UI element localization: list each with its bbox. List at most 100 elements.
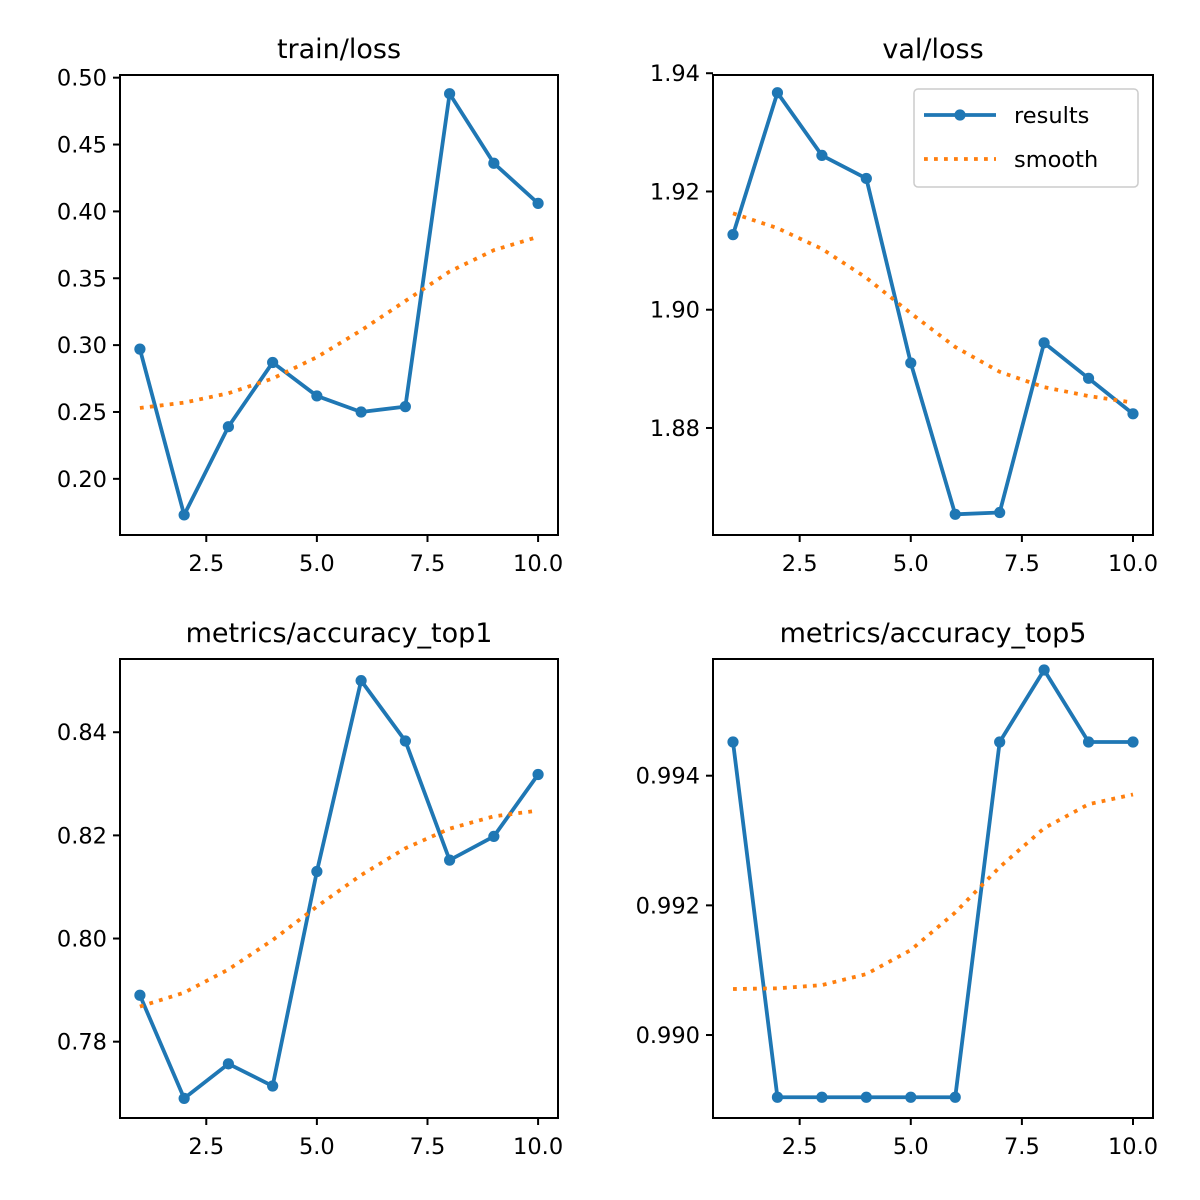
subplot-val-loss: val/loss 2.5 5.0 7.5 10.0 1.88 1.90 1.92 1.94 re… — [650, 34, 1158, 577]
y-tick-label: 1.92 — [650, 179, 700, 205]
subplot-title: metrics/accuracy_top5 — [780, 618, 1087, 649]
x-tick-label: 10.0 — [513, 551, 563, 577]
data-point — [905, 357, 917, 369]
data-point — [134, 989, 146, 1001]
legend-results-marker — [954, 109, 966, 121]
data-point — [222, 421, 234, 433]
axes-frame — [712, 74, 1154, 536]
legend: results smooth — [913, 88, 1139, 188]
data-point — [727, 229, 739, 241]
data-point — [1127, 736, 1139, 748]
x-tick-label: 2.5 — [782, 1134, 818, 1160]
y-tick-label: 1.94 — [650, 61, 700, 87]
data-point — [727, 736, 739, 748]
series-results-line — [730, 90, 1136, 517]
y-tick-label: 1.88 — [650, 416, 700, 442]
data-point — [355, 406, 367, 418]
y-tick-label: 0.992 — [636, 893, 700, 919]
series-smooth-line — [732, 211, 1134, 405]
x-tick-label: 10.0 — [1108, 1134, 1158, 1160]
data-point — [444, 88, 456, 100]
data-point — [1082, 372, 1095, 384]
x-tick-label: 10.0 — [1108, 551, 1158, 577]
x-tick-label: 5.0 — [893, 1134, 929, 1160]
data-point — [994, 506, 1006, 519]
data-point — [311, 390, 323, 402]
axes-frame — [119, 74, 559, 536]
x-tick-label: 2.5 — [188, 551, 224, 577]
plot-area: 2.5 5.0 7.5 10.0 0.20 0.25 0.30 0.35 0.40 0.45 0.5… — [57, 66, 563, 577]
x-tick-label: 7.5 — [410, 551, 446, 577]
data-point — [816, 149, 828, 162]
x-tick-label: 7.5 — [410, 1134, 446, 1160]
y-tick-label: 0.78 — [57, 1030, 107, 1056]
data-point — [905, 1091, 917, 1103]
axes-frame — [119, 658, 559, 1119]
data-point — [994, 736, 1006, 748]
x-tick-label: 5.0 — [299, 551, 335, 577]
y-tick-label: 0.84 — [57, 720, 107, 746]
subplot-title: metrics/accuracy_top1 — [186, 618, 493, 649]
data-point — [816, 1091, 828, 1103]
data-point — [532, 768, 544, 781]
plot-area: 2.5 5.0 7.5 10.0 0.990 0.992 0.994 — [636, 658, 1158, 1160]
y-tick-label: 1.90 — [650, 298, 700, 324]
data-point — [860, 1091, 872, 1103]
data-point — [399, 401, 411, 413]
plot-area: 2.5 5.0 7.5 10.0 1.88 1.90 1.92 1.94 results smoo… — [650, 61, 1158, 577]
y-tick-label: 0.20 — [57, 467, 107, 493]
series-results-line — [137, 678, 541, 1101]
legend-label-smooth: smooth — [1014, 147, 1098, 173]
y-tick-label: 0.35 — [57, 266, 107, 292]
data-point — [771, 1091, 784, 1103]
data-point — [355, 675, 367, 687]
data-point — [1082, 736, 1095, 748]
plot-area: 2.5 5.0 7.5 10.0 0.78 0.80 0.82 0.84 — [57, 658, 563, 1160]
subplot-accuracy-top1: metrics/accuracy_top1 2.5 5.0 7.5 10.0 0.78 0… — [57, 618, 563, 1160]
x-tick-label: 7.5 — [1004, 1134, 1040, 1160]
y-tick-label: 0.80 — [57, 927, 107, 953]
y-tick-label: 0.30 — [57, 333, 107, 359]
data-point — [222, 1058, 234, 1070]
x-tick-label: 10.0 — [513, 1134, 563, 1160]
x-tick-label: 2.5 — [782, 551, 818, 577]
data-point — [178, 1092, 190, 1104]
subplot-train-loss: train/loss 2.5 5.0 7.5 10.0 0.20 0.25 0.30 0.35… — [57, 34, 563, 577]
series-results-line — [730, 668, 1135, 1100]
data-point — [488, 157, 500, 169]
y-tick-label: 0.25 — [57, 400, 107, 426]
subplot-accuracy-top5: metrics/accuracy_top5 2.5 5.0 7.5 10.0 0.990… — [636, 618, 1158, 1160]
data-point — [949, 508, 961, 520]
y-tick-label: 0.45 — [57, 133, 107, 159]
data-point — [488, 830, 500, 843]
data-point — [444, 854, 456, 866]
y-tick-label: 0.40 — [57, 199, 107, 225]
y-tick-label: 0.994 — [636, 764, 700, 790]
y-tick-label: 0.990 — [636, 1023, 700, 1049]
x-tick-label: 5.0 — [893, 551, 929, 577]
data-point — [771, 87, 784, 99]
y-tick-label: 0.50 — [57, 66, 107, 92]
legend-label-results: results — [1014, 103, 1089, 129]
series-results-line — [137, 91, 541, 517]
data-point — [399, 735, 411, 747]
data-point — [1038, 664, 1050, 676]
data-point — [1127, 408, 1139, 420]
y-tick-label: 0.82 — [57, 823, 107, 849]
x-tick-label: 7.5 — [1004, 551, 1040, 577]
subplot-title: val/loss — [882, 34, 983, 65]
data-point — [860, 172, 872, 185]
series-smooth-line — [139, 808, 539, 1009]
axes-frame — [712, 658, 1154, 1119]
data-point — [134, 343, 146, 355]
x-tick-label: 5.0 — [299, 1134, 335, 1160]
data-point — [532, 197, 544, 209]
data-point — [178, 509, 190, 521]
subplot-title: train/loss — [277, 34, 401, 65]
data-point — [267, 356, 279, 369]
data-point — [311, 865, 323, 878]
series-smooth-line — [732, 792, 1134, 991]
data-point — [1038, 337, 1050, 349]
